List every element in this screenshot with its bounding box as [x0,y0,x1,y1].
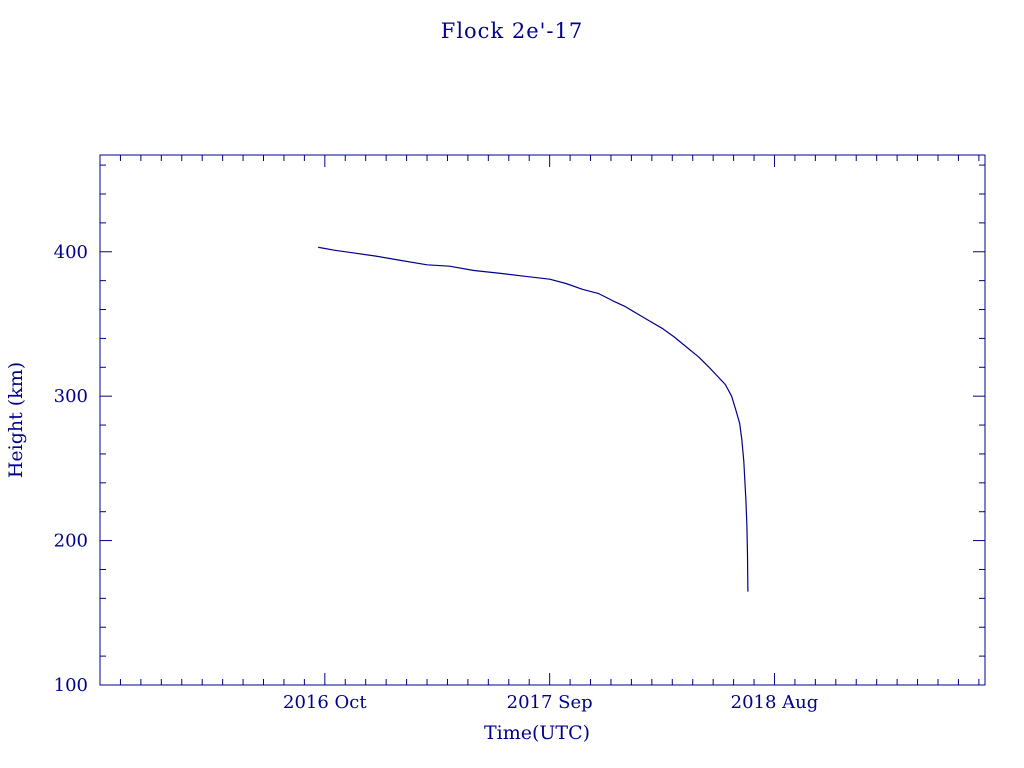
tick-labels: 2016 Oct 2017 Sep 2018 Aug 100 200 300 400 [54,242,819,713]
data-series [318,246,749,592]
x-tick-label: 2017 Sep [507,692,593,713]
axis-ticks [99,155,985,686]
axes-box [99,154,986,686]
x-tick-label: 2016 Oct [283,692,367,713]
y-tick-label: 200 [54,531,88,552]
y-tick-label: 400 [54,242,88,263]
x-axis-label: Time(UTC) [484,722,590,744]
x-tick-label: 2018 Aug [731,692,819,713]
plot-border [99,154,986,686]
chart-title: Flock 2e'-17 [441,19,583,43]
y-tick-label: 100 [54,675,88,696]
height-decay-line [318,246,749,592]
y-axis-label: Height (km) [5,362,27,478]
y-tick-label: 300 [54,386,88,407]
